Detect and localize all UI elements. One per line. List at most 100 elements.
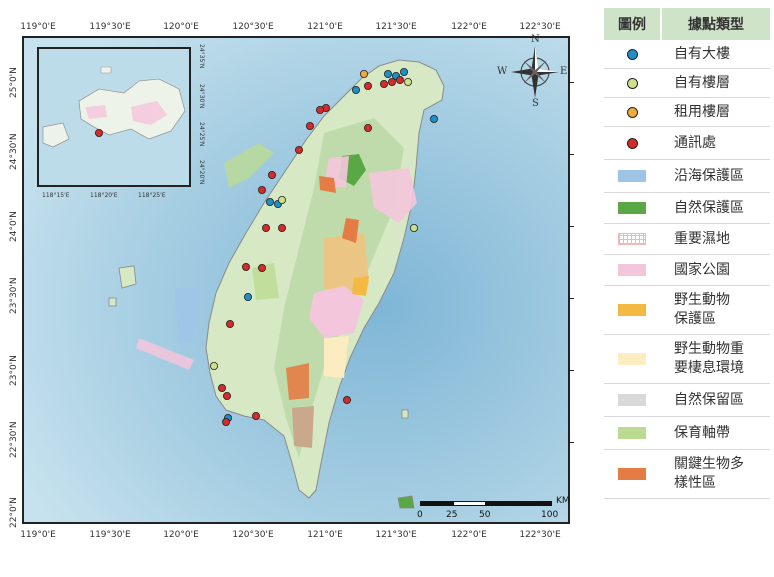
marker-office[interactable] <box>257 185 266 194</box>
lat-tick-left: 25°0'N <box>9 67 19 98</box>
marker-own-building[interactable] <box>351 86 360 95</box>
marker-office[interactable] <box>294 146 303 155</box>
lon-tick-bottom: 121°30'E <box>375 530 417 540</box>
marker-own-building[interactable] <box>399 67 408 76</box>
compass-north: N <box>531 34 540 45</box>
legend-header-col1: 圖例 <box>604 8 662 40</box>
legend-color-swatch <box>618 394 646 406</box>
marker-office[interactable] <box>267 170 276 179</box>
legend-color-swatch <box>618 427 646 439</box>
legend-item: 自然保留區 <box>604 384 770 417</box>
compass-icon <box>511 46 559 98</box>
inset-lon-tick: 118°15'E <box>42 192 70 199</box>
marker-office[interactable] <box>217 383 226 392</box>
marker-office[interactable] <box>225 319 234 328</box>
lat-tick-left: 23°30'N <box>9 277 19 314</box>
scale-unit: KM <box>556 496 570 506</box>
legend-item-label: 通訊處 <box>674 134 716 151</box>
legend-header: 圖例 據點類型 <box>604 8 770 40</box>
legend-item-label: 自然保護區 <box>674 199 744 216</box>
marker-office[interactable] <box>222 391 231 400</box>
marker-office[interactable] <box>261 223 270 232</box>
marker-office[interactable] <box>395 76 404 85</box>
marker-office[interactable] <box>241 262 250 271</box>
legend-item: 關鍵生物多 樣性區 <box>604 450 770 499</box>
lon-tick-bottom: 121°0'E <box>307 530 343 540</box>
marker-own-building[interactable] <box>265 197 274 206</box>
lat-tick-mark <box>570 442 574 443</box>
marker-office[interactable] <box>387 78 396 87</box>
scale-segment <box>420 501 453 506</box>
marker-office[interactable] <box>363 82 372 91</box>
legend-swatch-cell <box>604 137 660 149</box>
legend-item: 自有大樓 <box>604 40 770 69</box>
legend-item-label: 自有樓層 <box>674 74 730 91</box>
legend-swatch-cell <box>604 170 660 182</box>
inset-national-park <box>131 101 167 125</box>
legend: 圖例 據點類型 自有大樓 自有樓層 租用樓層 通訊處 沿海保護區 自然保護區 重要濕地 國家公… <box>604 8 770 499</box>
marker-own-floor[interactable] <box>209 361 218 370</box>
lon-tick-bottom: 119°0'E <box>20 530 56 540</box>
legend-color-swatch <box>618 202 646 214</box>
legend-swatch-cell <box>604 264 660 276</box>
lon-tick-top: 119°30'E <box>89 22 131 32</box>
inset-national-park <box>85 105 107 119</box>
wildlife-reserve-patch <box>352 276 369 296</box>
legend-swatch-cell <box>604 77 660 89</box>
legend-item-label: 重要濕地 <box>674 230 730 247</box>
inset-lon-tick: 118°20'E <box>90 192 118 199</box>
legend-grid-swatch <box>618 233 646 245</box>
inset-lat-tick: 24°20'N <box>198 160 205 185</box>
legend-item: 國家公園 <box>604 255 770 286</box>
marker-own-building[interactable] <box>243 292 252 301</box>
marker-own-floor[interactable] <box>409 223 418 232</box>
legend-color-swatch <box>618 304 646 316</box>
legend-items: 自有大樓 自有樓層 租用樓層 通訊處 沿海保護區 自然保護區 重要濕地 國家公園 野生動物 保護… <box>604 40 770 499</box>
marker-rented-floor[interactable] <box>359 70 368 79</box>
marker-office[interactable] <box>257 263 266 272</box>
lat-tick-mark <box>570 370 574 371</box>
legend-item-label: 自然保留區 <box>674 391 744 408</box>
marker-office[interactable] <box>363 124 372 133</box>
marker-office[interactable] <box>305 122 314 131</box>
marker-office[interactable] <box>379 80 388 89</box>
lon-tick-top: 121°0'E <box>307 22 343 32</box>
legend-dot-icon <box>626 48 638 60</box>
marker-own-building[interactable] <box>429 115 438 124</box>
legend-swatch-cell <box>604 427 660 439</box>
penghu-island <box>118 265 137 289</box>
inset-lon-tick: 118°25'E <box>138 192 166 199</box>
orchid-island <box>397 495 415 509</box>
biodiversity-patch <box>286 363 309 400</box>
lat-tick-mark <box>570 226 574 227</box>
legend-swatch-cell <box>604 233 660 245</box>
lon-tick-top: 122°30'E <box>519 22 561 32</box>
scale-label: 0 <box>417 510 423 520</box>
inset-map[interactable] <box>37 47 191 187</box>
biodiversity-patch <box>342 218 359 243</box>
scale-label: 50 <box>479 510 491 520</box>
lon-tick-top: 120°30'E <box>232 22 274 32</box>
marker-office[interactable] <box>95 129 104 138</box>
marker-office[interactable] <box>342 395 351 404</box>
penghu-islet <box>108 297 117 307</box>
legend-swatch-cell <box>604 394 660 406</box>
marker-own-floor[interactable] <box>277 195 286 204</box>
lon-tick-bottom: 122°0'E <box>451 530 487 540</box>
compass-south: S <box>532 98 539 109</box>
legend-item-label: 野生動物 保護區 <box>674 292 730 327</box>
marker-own-floor[interactable] <box>403 78 412 87</box>
site-markers <box>209 67 438 426</box>
legend-swatch-cell <box>604 353 660 365</box>
legend-swatch-cell <box>604 304 660 316</box>
marker-own-building[interactable] <box>383 70 392 79</box>
scale-segment <box>453 501 486 506</box>
marker-office[interactable] <box>221 417 230 426</box>
compass-east: E <box>560 66 568 77</box>
marker-office[interactable] <box>315 106 324 115</box>
lat-tick-mark <box>570 298 574 299</box>
marker-office[interactable] <box>251 411 260 420</box>
lat-tick-left: 23°0'N <box>9 355 19 386</box>
marker-office[interactable] <box>277 223 286 232</box>
legend-dot-icon <box>626 106 638 118</box>
